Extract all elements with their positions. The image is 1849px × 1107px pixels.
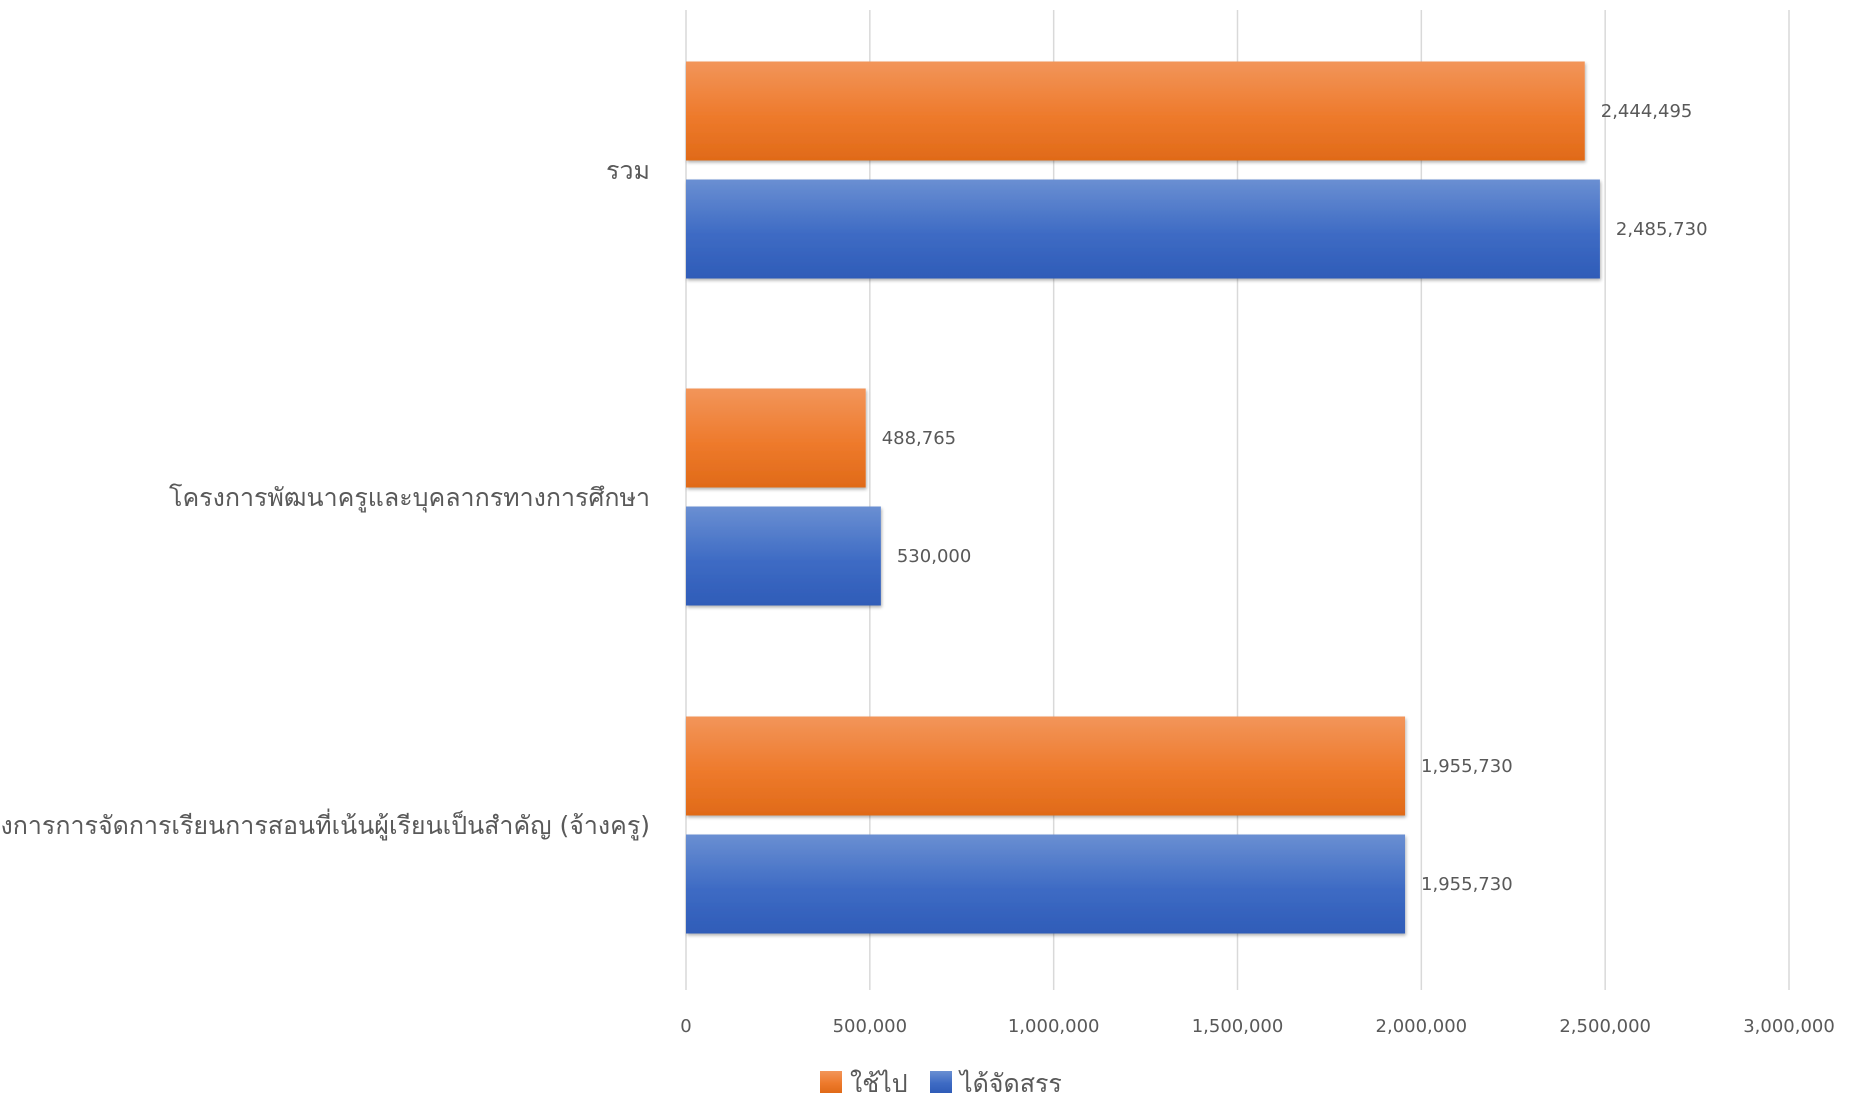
category-label: โครงการพัฒนาครูและบุคลากรทางการศึกษา [169,483,650,513]
bar [686,716,1406,816]
x-tick-label: 1,000,000 [1008,1016,1100,1037]
bar [686,834,1406,934]
x-tick-label: 2,000,000 [1376,1016,1468,1037]
bar [686,506,881,606]
x-tick-label: 500,000 [833,1016,907,1037]
category-label: รวม [606,156,650,185]
category-axis-labels: รวมโครงการพัฒนาครูและบุคลากรทางการศึกษาโ… [0,156,650,841]
legend: ใช้ไป ได้จัดสรร [820,1069,1062,1098]
legend-label: ใช้ไป [850,1069,908,1098]
bar [686,179,1600,279]
x-tick-label: 1,500,000 [1192,1016,1284,1037]
data-label: 488,765 [882,428,956,449]
data-label: 1,955,730 [1421,756,1513,777]
data-label: 1,955,730 [1421,874,1513,895]
legend-label: ได้จัดสรร [958,1069,1062,1098]
data-label: 2,485,730 [1616,219,1708,240]
data-label: 530,000 [897,546,971,567]
data-labels: 2,444,495 2,485,730 488,765 530,000 1,955,73… [882,101,1708,895]
x-tick-label: 0 [680,1016,691,1037]
x-tick-label: 2,500,000 [1559,1016,1651,1037]
data-label: 2,444,495 [1601,101,1693,122]
x-tick-label: 3,000,000 [1743,1016,1835,1037]
bars [686,61,1600,934]
category-label: โครงการการจัดการเรียนการสอนที่เน้นผู้เรี… [0,808,650,841]
bar [686,388,866,488]
value-axis-labels: 0 500,000 1,000,000 1,500,000 2,000,000 2,500… [680,1016,1835,1037]
legend-swatch [930,1071,952,1093]
gridlines [685,10,1790,990]
bar [686,61,1585,161]
legend-swatch [820,1071,842,1093]
